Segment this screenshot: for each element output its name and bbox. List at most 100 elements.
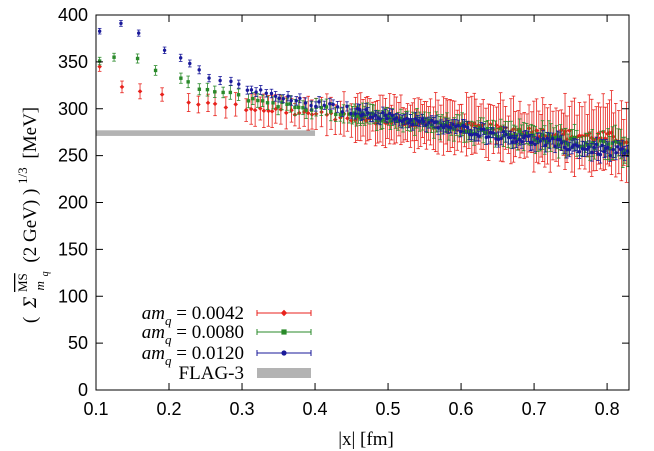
data-point: [271, 101, 275, 105]
data-point: [256, 98, 260, 103]
data-point: [297, 105, 301, 110]
data-point: [162, 48, 167, 53]
data-point: [564, 141, 568, 145]
data-point: [554, 135, 559, 139]
data-point: [423, 117, 427, 122]
data-point: [329, 109, 333, 114]
data-point: [560, 141, 564, 145]
data-point: [301, 106, 305, 110]
data-point: [396, 119, 400, 124]
data-point: [566, 143, 570, 147]
data-point: [261, 108, 267, 114]
data-point: [285, 102, 289, 106]
data-point: [562, 129, 568, 134]
data-point: [575, 141, 579, 146]
data-point: [399, 116, 403, 121]
data-point: [294, 99, 298, 103]
data-point: [490, 127, 495, 131]
data-point: [517, 129, 522, 133]
y-tick-label-1: 50: [68, 333, 88, 353]
data-point: [420, 117, 424, 121]
data-point: [178, 56, 183, 60]
data-point: [265, 101, 270, 105]
data-point: [611, 147, 615, 152]
data-point: [582, 133, 588, 138]
y-label-unit: [MeV]: [20, 107, 41, 159]
data-point: [458, 129, 463, 134]
y-label-middle: (2 GeV) ): [20, 189, 41, 263]
data-point: [448, 125, 453, 130]
data-point: [153, 68, 158, 73]
y-tick-label-2: 100: [58, 286, 88, 306]
data-point: [373, 113, 378, 117]
data-point: [621, 150, 625, 155]
data-point: [530, 140, 534, 145]
data-point: [514, 139, 519, 144]
data-point: [587, 145, 591, 149]
data-point: [361, 112, 365, 117]
data-point: [413, 122, 417, 127]
data-point: [371, 115, 375, 120]
data-point: [97, 29, 102, 33]
data-point: [338, 112, 343, 117]
legend-band-swatch: [257, 368, 311, 378]
data-point: [340, 110, 345, 114]
data-point: [223, 105, 229, 110]
data-point: [524, 131, 529, 136]
data-point: [565, 147, 569, 152]
data-point: [561, 139, 565, 144]
data-point: [447, 127, 451, 131]
data-point: [205, 87, 210, 92]
x-tick-label-0: 0.1: [83, 399, 108, 419]
data-point: [608, 147, 612, 151]
data-point: [221, 90, 225, 95]
data-point: [545, 136, 549, 140]
y-tick-label-6: 300: [58, 99, 88, 119]
data-point: [293, 105, 297, 110]
data-point: [347, 112, 351, 116]
data-point: [273, 94, 278, 99]
data-point: [510, 140, 515, 144]
data-point: [233, 102, 238, 107]
data-point: [309, 103, 313, 108]
legend-label-2: amq = 0.0120: [142, 343, 244, 368]
data-point: [298, 96, 302, 101]
data-point: [445, 121, 449, 125]
data-point: [493, 132, 498, 136]
data-point: [283, 110, 289, 116]
data-point: [137, 89, 143, 94]
data-point: [606, 145, 610, 150]
data-point: [594, 142, 599, 146]
data-point: [243, 107, 249, 113]
x-tick-label-4: 0.5: [376, 399, 401, 419]
data-point: [465, 129, 469, 134]
data-point: [421, 119, 426, 124]
data-point: [119, 21, 123, 26]
data-point: [469, 129, 473, 134]
data-point: [504, 132, 508, 137]
data-point: [324, 105, 329, 109]
data-point: [614, 151, 618, 155]
data-point: [314, 104, 318, 109]
data-point: [137, 31, 141, 35]
data-point: [207, 76, 211, 80]
data-point: [625, 149, 630, 153]
data-point: [465, 125, 470, 130]
data-point: [269, 91, 274, 96]
data-point: [534, 128, 539, 133]
data-point: [289, 107, 294, 113]
data-point: [277, 96, 281, 100]
data-point: [547, 132, 551, 136]
data-layer: [97, 20, 630, 183]
data-point: [350, 113, 355, 117]
data-point: [402, 117, 407, 122]
data-point: [345, 104, 349, 109]
data-point: [381, 110, 385, 115]
data-point: [388, 119, 393, 123]
data-point: [553, 144, 557, 148]
data-point: [439, 123, 443, 128]
data-point: [112, 55, 116, 59]
legend-marker-2: [281, 350, 287, 356]
data-point: [469, 133, 474, 137]
data-point: [462, 124, 467, 129]
